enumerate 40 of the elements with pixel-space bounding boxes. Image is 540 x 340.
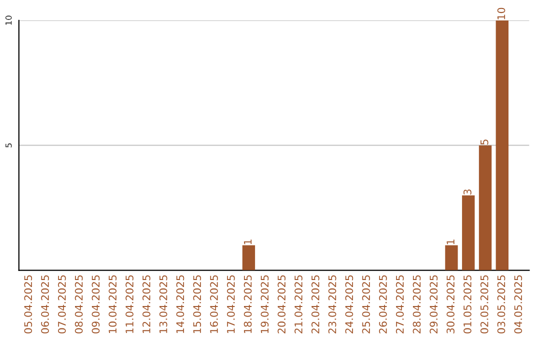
data-label: 1 [244, 240, 252, 244]
x-tick-label: 15.04.2025 [193, 275, 202, 333]
x-tick-label: 22.04.2025 [311, 275, 320, 334]
x-tick-label: 28.04.2025 [412, 275, 421, 334]
x-tick-label: 30.04.2025 [446, 275, 454, 334]
data-label: 3 [464, 190, 472, 195]
x-tick-label: 05.04.2025 [24, 275, 32, 334]
x-tick-label: 03.05.2025 [497, 275, 506, 334]
x-tick-label: 07.04.2025 [58, 275, 66, 334]
x-tick-label: 08.04.2025 [74, 275, 83, 334]
data-label: 1 [446, 240, 454, 244]
x-tick-label: 19.04.2025 [260, 275, 269, 333]
bar [242, 245, 256, 270]
x-tick-label: 20.04.2025 [278, 275, 286, 334]
bar [478, 145, 492, 270]
x-tick-label: 11.04.2025 [126, 275, 134, 333]
bar [496, 20, 508, 270]
x-tick-label: 01.05.2025 [464, 275, 472, 334]
x-tick-label: 25.04.2025 [362, 275, 370, 334]
data-label: 5 [480, 140, 488, 145]
x-tick-label: 04.05.2025 [514, 275, 522, 334]
x-tick-label: 18.04.2025 [244, 275, 252, 333]
x-tick-label: 27.04.2025 [396, 275, 404, 334]
x-tick-label: 02.05.2025 [480, 275, 488, 334]
x-tick-label: 06.04.2025 [41, 275, 49, 334]
x-tick-label: 17.04.2025 [226, 275, 235, 333]
data-label: 10 [497, 8, 506, 20]
x-tick-label: 26.04.2025 [379, 275, 387, 334]
x-tick-label: 10.04.2025 [108, 275, 117, 333]
x-tick-label: 23.04.2025 [328, 275, 336, 334]
x-tick-label: 29.04.2025 [430, 275, 438, 334]
x-tick-label: 09.04.2025 [92, 275, 100, 334]
x-tick-label: 16.04.2025 [210, 275, 218, 333]
x-tick-label: 21.04.2025 [294, 275, 302, 334]
bar [445, 245, 458, 270]
x-tick-label: 14.04.2025 [176, 275, 184, 333]
x-tick-label: 24.04.2025 [345, 275, 354, 334]
x-tick-label: 13.04.2025 [159, 275, 168, 333]
x-tick-label: 12.04.2025 [142, 275, 150, 333]
bar [462, 195, 475, 270]
